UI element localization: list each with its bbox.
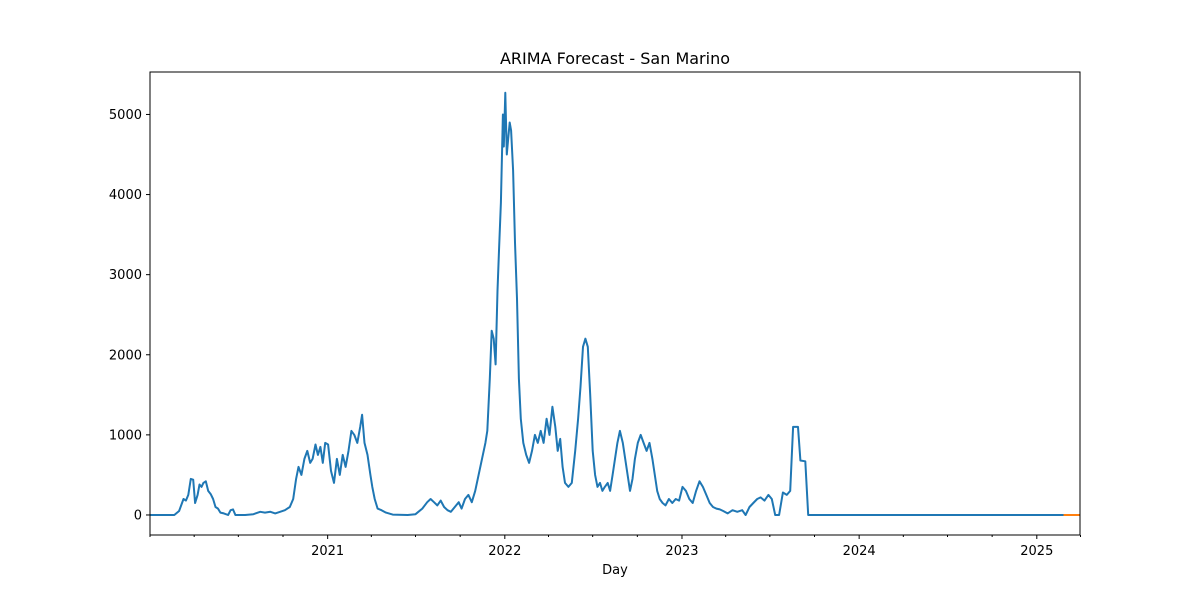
x-axis-label: Day [602, 563, 628, 578]
y-tick-label: 4000 [109, 188, 142, 203]
y-tick-label: 0 [134, 508, 142, 523]
x-tick-label: 2025 [1020, 544, 1053, 559]
x-tick-label: 2023 [665, 544, 698, 559]
x-tick-label: 2021 [311, 544, 344, 559]
y-tick-label: 3000 [109, 268, 142, 283]
x-axis: 2021 2022 2023 2024 2025 [149, 535, 1081, 559]
chart-title: ARIMA Forecast - San Marino [500, 49, 730, 68]
observed-series-line [150, 91, 1064, 516]
x-tick-label: 2024 [843, 544, 876, 559]
y-tick-label: 5000 [109, 108, 142, 123]
y-axis: 0 1000 2000 3000 4000 5000 [109, 108, 150, 523]
x-tick-label: 2022 [488, 544, 521, 559]
series-lines [150, 91, 1080, 516]
plot-frame [149, 71, 1081, 536]
y-tick-label: 1000 [109, 428, 142, 443]
y-tick-label: 2000 [109, 348, 142, 363]
